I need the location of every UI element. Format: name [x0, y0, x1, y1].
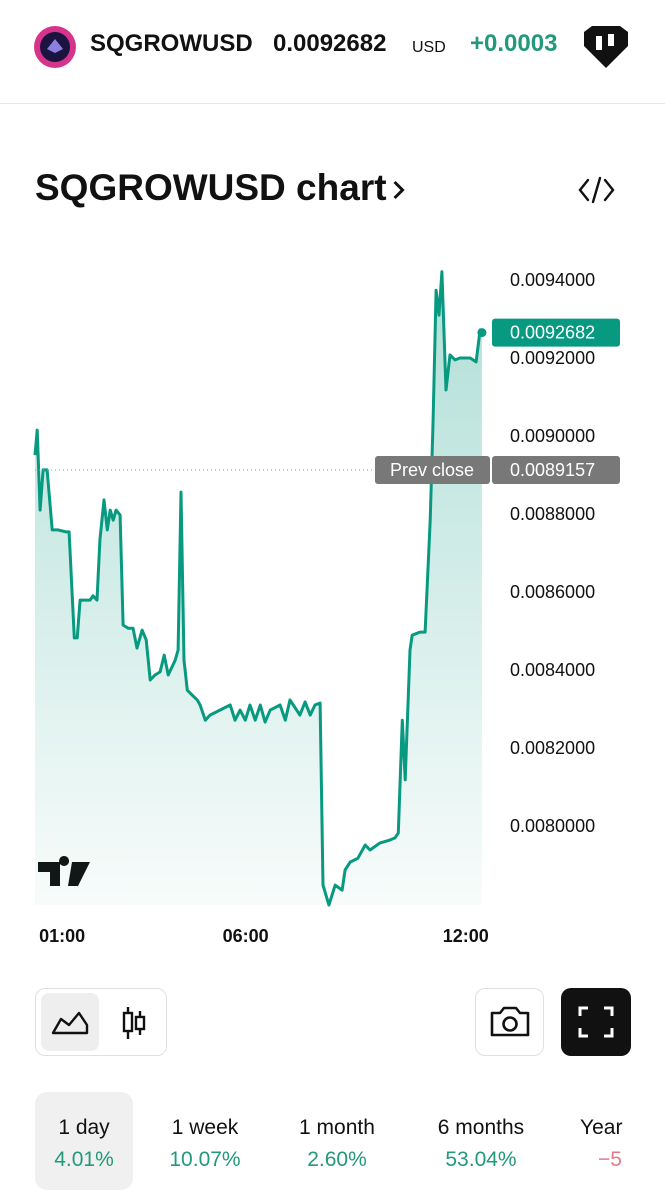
period-tab[interactable]: Year −5 [580, 1092, 660, 1190]
chart-style-group [35, 988, 167, 1056]
symbol-logo [34, 26, 76, 68]
period-change: −5 [598, 1148, 622, 1171]
y-tick-label: 0.0084000 [510, 660, 595, 680]
chart-title[interactable]: SQGROWUSD chart [35, 167, 387, 208]
fullscreen-button[interactable] [561, 988, 631, 1056]
y-tick-label: 0.0082000 [510, 738, 595, 758]
x-tick-label: 12:00 [443, 926, 489, 946]
last-value-tag [492, 318, 620, 347]
prev-close-tag [375, 456, 490, 485]
y-tick-label: 0.0080000 [510, 816, 595, 836]
period-change: 10.07% [169, 1148, 241, 1171]
embed-icon[interactable] [578, 176, 615, 204]
candle-style-button[interactable] [116, 1001, 152, 1045]
period-change: 53.04% [445, 1148, 517, 1171]
x-tick-label: 01:00 [39, 926, 85, 946]
y-tick-label: 0.0090000 [510, 426, 595, 446]
y-tick-label: 0.0086000 [510, 582, 595, 602]
header-divider [0, 103, 665, 104]
period-label: 1 month [299, 1116, 375, 1139]
chevron [393, 180, 405, 200]
y-tick-label: 0.0088000 [510, 504, 595, 524]
currency: USD [412, 39, 446, 56]
screenshot-button[interactable] [475, 988, 544, 1056]
prev-close-label: Prev close [390, 460, 474, 480]
period-label: 1 week [171, 1116, 239, 1139]
x-tick-label: 06:00 [223, 926, 269, 946]
symbol: SQGROWUSD [90, 30, 253, 57]
price: 0.0092682 [273, 30, 387, 57]
area-fill [35, 271, 482, 905]
brand-icon[interactable] [582, 24, 630, 70]
y-tick-label: 0.0092000 [510, 348, 595, 368]
prev-close-value-tag [492, 456, 620, 485]
area-style-button[interactable] [41, 993, 99, 1051]
period-change: 4.01% [54, 1148, 114, 1171]
period-change: 2.60% [307, 1148, 367, 1171]
period-label: 1 day [58, 1116, 110, 1139]
period-label: Year [580, 1116, 623, 1139]
period-tab[interactable]: 1 day 4.01% [35, 1092, 133, 1190]
price-line [33, 270, 484, 907]
price-change: +0.0003 [470, 30, 558, 57]
prev-close-value: 0.0089157 [510, 460, 595, 480]
period-tab[interactable]: 1 week 10.07% [156, 1092, 254, 1190]
y-tick-label: 0.0094000 [510, 270, 595, 290]
chart: SQGROWUSD chart 0.0080000 0.0082000 0.0084… [33, 167, 620, 946]
last-value-label: 0.0092682 [510, 322, 595, 342]
period-label: 6 months [437, 1116, 525, 1139]
period-tab[interactable]: 6 months 53.04% [432, 1092, 530, 1190]
last-point [477, 328, 487, 338]
period-tab[interactable]: 1 month 2.60% [288, 1092, 386, 1190]
